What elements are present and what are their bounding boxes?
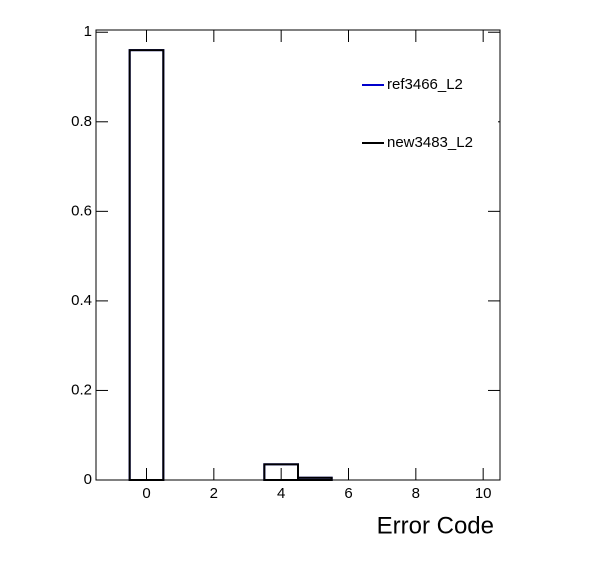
y-tick-label: 0.6	[71, 202, 92, 219]
legend-label: ref3466_L2	[387, 76, 463, 93]
x-tick-label: 4	[277, 485, 285, 502]
x-tick-label: 6	[344, 485, 352, 502]
x-axis-label: Error Code	[377, 512, 494, 539]
legend-box	[358, 48, 498, 170]
y-tick-label: 0.2	[71, 381, 92, 398]
plot-frame	[95, 29, 501, 481]
y-tick-label: 1	[84, 23, 92, 40]
legend-label: new3483_L2	[387, 134, 473, 151]
y-tick-label: 0.4	[71, 292, 92, 309]
x-tick-label: 0	[142, 485, 150, 502]
x-tick-label: 2	[210, 485, 218, 502]
x-tick-label: 8	[412, 485, 420, 502]
y-tick-label: 0.8	[71, 113, 92, 130]
y-tick-label: 0	[84, 471, 92, 488]
x-tick-label: 10	[475, 485, 492, 502]
